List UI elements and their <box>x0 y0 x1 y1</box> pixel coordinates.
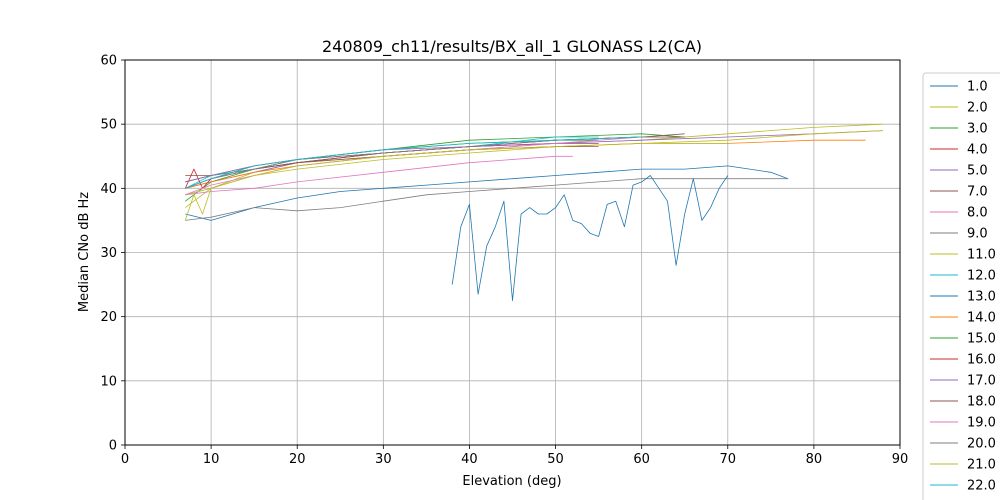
legend: 1.0 2.0 3.0 4.0 5.0 7.0 8.0 9.0 11.0 12.0 13.0 14.0… <box>922 72 1000 500</box>
x-tick-label: 90 <box>892 452 909 467</box>
legend-label: 11.0 <box>967 248 996 263</box>
legend-box <box>922 72 1000 500</box>
x-tick-label: 50 <box>547 452 564 467</box>
legend-label: 17.0 <box>967 374 996 389</box>
legend-label: 14.0 <box>967 311 996 326</box>
legend-label: 16.0 <box>967 353 996 368</box>
y-tick-label: 10 <box>100 374 117 389</box>
y-tick-label: 60 <box>100 54 117 69</box>
legend-label: 13.0 <box>967 290 996 305</box>
y-tick-label: 40 <box>100 182 117 197</box>
series-line-8-0 <box>185 155 573 196</box>
chart-title: 240809_ch11/results/BX_all_1 GLONASS L2(… <box>322 37 702 57</box>
legend-label: 5.0 <box>967 164 988 179</box>
y-tick-label: 50 <box>100 118 117 133</box>
y-tick-label: 20 <box>100 310 117 325</box>
y-axis-ticks: 0 10 20 30 40 50 60 <box>100 54 125 454</box>
legend-label: 8.0 <box>967 206 988 221</box>
legend-label: 2.0 <box>967 101 988 116</box>
series-line-1-0 <box>185 165 789 221</box>
x-tick-label: 40 <box>461 452 478 467</box>
y-axis-label: Median CNo dB Hz <box>77 192 92 312</box>
legend-label: 18.0 <box>967 395 996 410</box>
plot-lines <box>184 123 883 302</box>
legend-label: 22.0 <box>967 479 996 494</box>
series-line-9-0 <box>185 178 789 221</box>
legend-label: 19.0 <box>967 416 996 431</box>
x-tick-label: 60 <box>633 452 650 467</box>
y-tick-label: 30 <box>100 246 117 261</box>
x-tick-label: 20 <box>289 452 306 467</box>
legend-label: 1.0 <box>967 80 988 95</box>
series-line-21-0 <box>184 142 728 221</box>
series-line-13-0 <box>451 175 729 302</box>
x-tick-label: 30 <box>375 452 392 467</box>
y-tick-label: 0 <box>109 439 117 454</box>
legend-label: 4.0 <box>967 143 988 158</box>
x-tick-label: 70 <box>720 452 737 467</box>
x-tick-label: 80 <box>806 452 823 467</box>
x-axis-ticks: 0 10 20 30 40 50 60 70 80 90 <box>121 445 908 467</box>
series-line-22-0 <box>185 136 642 189</box>
x-axis-label: Elevation (deg) <box>462 474 561 489</box>
legend-label: 12.0 <box>967 269 996 284</box>
legend-entries: 1.0 2.0 3.0 4.0 5.0 7.0 8.0 9.0 11.0 12.0 13.0 14.0… <box>930 80 996 494</box>
legend-label: 21.0 <box>967 458 996 473</box>
legend-label: 15.0 <box>967 332 996 347</box>
legend-label: 9.0 <box>967 227 988 242</box>
legend-label: 3.0 <box>967 122 988 137</box>
legend-label: 7.0 <box>967 185 988 200</box>
x-tick-label: 0 <box>121 452 129 467</box>
x-tick-label: 10 <box>203 452 220 467</box>
legend-label: 20.0 <box>967 437 996 452</box>
